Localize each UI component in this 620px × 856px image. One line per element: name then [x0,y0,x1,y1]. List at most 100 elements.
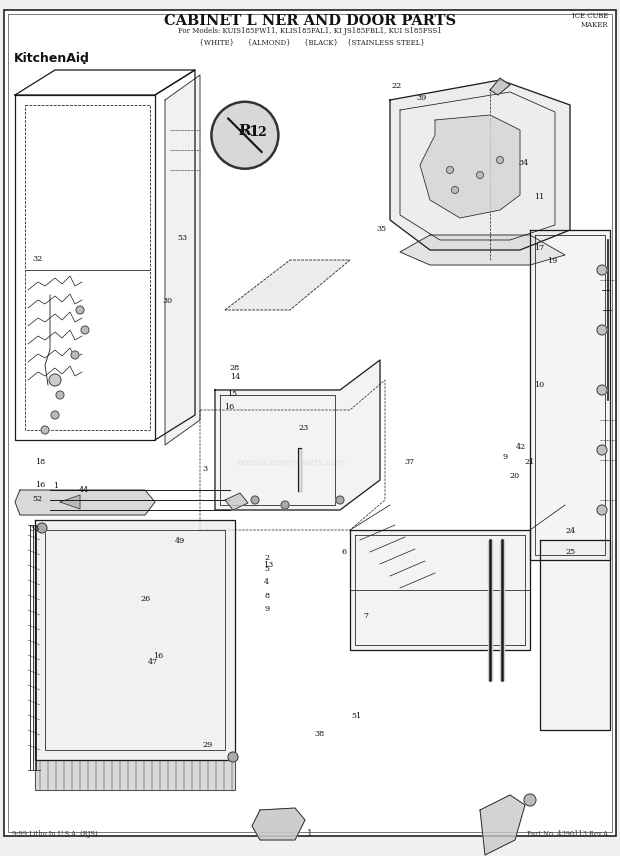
Circle shape [524,794,536,806]
Circle shape [49,374,61,386]
Circle shape [56,391,64,399]
Circle shape [477,171,484,179]
Text: 1: 1 [307,829,313,838]
Text: 2: 2 [257,126,266,139]
Text: 22: 22 [392,81,402,90]
Text: 6: 6 [342,548,347,556]
Text: ICE CUBE
MAKER: ICE CUBE MAKER [572,12,608,29]
Circle shape [76,306,84,314]
Text: ereplacementparts.com: ereplacementparts.com [237,458,345,467]
Text: For Models: KUIS185FW11, KLIS185FAL1, KI JS185FBL1, KUI S185FSS1: For Models: KUIS185FW11, KLIS185FAL1, KI… [178,27,442,35]
Text: 9: 9 [503,453,508,461]
Polygon shape [35,520,235,760]
Polygon shape [420,115,520,218]
Polygon shape [225,260,350,310]
Polygon shape [225,493,248,510]
Text: 36: 36 [29,525,39,533]
Text: 21: 21 [525,458,535,467]
Text: .: . [82,54,87,67]
Bar [35,760,235,790]
Text: CABINET L NER AND DOOR PARTS: CABINET L NER AND DOOR PARTS [164,14,456,28]
Text: Part No. 4390113 Rev.A.: Part No. 4390113 Rev.A. [527,830,610,838]
Text: 52: 52 [32,495,42,503]
Polygon shape [540,540,610,730]
Polygon shape [400,235,565,265]
Text: 7: 7 [363,612,368,621]
Circle shape [597,445,607,455]
Circle shape [228,752,238,762]
Text: 47: 47 [148,657,158,666]
Text: 5: 5 [264,565,269,574]
Text: 15: 15 [228,389,237,398]
Text: 9: 9 [264,605,269,614]
Text: 1: 1 [53,482,58,490]
Text: 30: 30 [162,297,172,306]
Text: 44: 44 [79,486,89,495]
Circle shape [597,385,607,395]
Text: 14: 14 [231,372,241,381]
Text: 13: 13 [263,561,273,569]
Bar [35,760,235,790]
Circle shape [597,265,607,275]
Text: 42: 42 [516,443,526,451]
Circle shape [71,351,79,359]
Text: 35: 35 [376,225,386,234]
Text: 19: 19 [547,257,557,265]
Circle shape [597,325,607,335]
Text: 10: 10 [534,381,544,389]
Text: 1: 1 [249,125,259,140]
Text: 23: 23 [299,424,309,432]
Polygon shape [215,360,380,510]
Text: 39: 39 [417,94,427,103]
Text: 49: 49 [175,537,185,545]
Text: 37: 37 [404,458,414,467]
Text: 20: 20 [510,472,520,480]
Text: 16: 16 [224,403,234,412]
Text: 32: 32 [32,254,42,263]
Text: 25: 25 [565,548,575,556]
Text: 38: 38 [314,730,324,739]
Circle shape [37,523,47,533]
Circle shape [336,496,344,504]
Circle shape [211,102,278,169]
Text: 51: 51 [352,711,361,720]
Circle shape [446,167,453,174]
Text: 4: 4 [264,578,269,586]
Text: 11: 11 [534,193,544,201]
Circle shape [497,157,503,163]
Circle shape [251,496,259,504]
Polygon shape [252,808,305,840]
Text: 8: 8 [264,591,269,600]
Text: 12: 12 [237,128,247,137]
Circle shape [81,326,89,334]
Text: 2: 2 [264,554,269,562]
Text: KitchenAid: KitchenAid [14,52,90,65]
Polygon shape [530,230,610,560]
Polygon shape [165,75,200,445]
Text: 17: 17 [534,244,544,253]
Text: 28: 28 [229,364,239,372]
Circle shape [597,505,607,515]
Circle shape [41,426,49,434]
Text: 3: 3 [202,465,207,473]
Text: 16: 16 [35,481,45,490]
Text: 29: 29 [203,740,213,749]
Text: 18: 18 [35,458,45,467]
Text: 53: 53 [178,234,188,242]
Text: 9-99 Litho In U.S.A. (RJS): 9-99 Litho In U.S.A. (RJS) [12,830,97,838]
Polygon shape [480,795,525,855]
Text: 26: 26 [141,595,151,603]
Polygon shape [15,490,155,515]
Circle shape [451,187,459,193]
Polygon shape [60,495,80,509]
Text: {WHITE}      {ALMOND}      {BLACK}    {STAINLESS STEEL}: {WHITE} {ALMOND} {BLACK} {STAINLESS STEE… [195,38,425,46]
Text: 16: 16 [153,651,163,660]
Circle shape [51,411,59,419]
Text: 24: 24 [565,526,575,535]
Polygon shape [390,80,570,250]
Text: 34: 34 [519,158,529,167]
Polygon shape [350,530,530,650]
Text: R: R [239,124,251,139]
Circle shape [281,501,289,509]
Polygon shape [490,78,510,95]
